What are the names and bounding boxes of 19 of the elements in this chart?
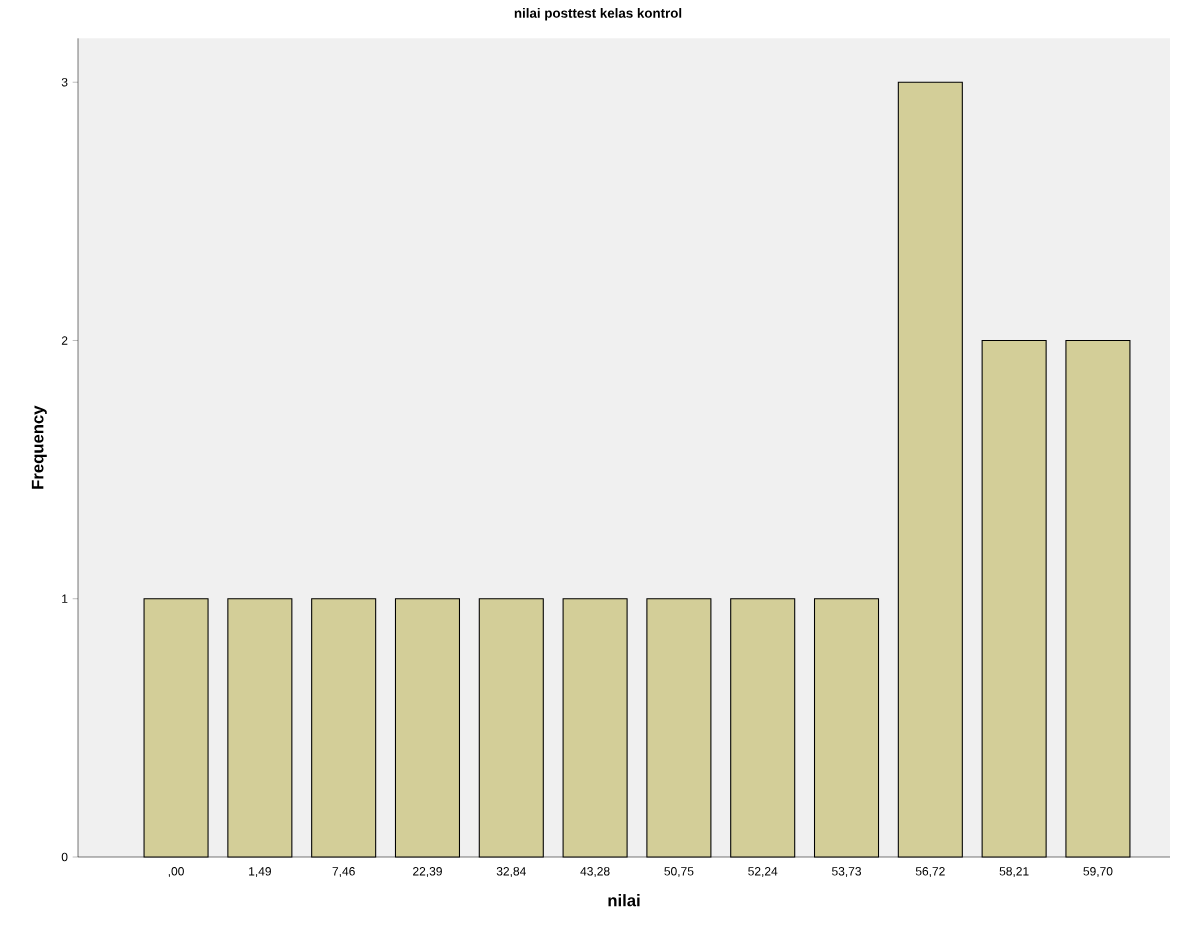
x-tick-label: 53,73 — [831, 867, 861, 877]
y-tick-label: 3 — [61, 77, 68, 87]
x-tick-label: 56,72 — [915, 867, 945, 877]
chart-title: nilai posttest kelas kontrol — [514, 8, 682, 21]
y-tick-label: 2 — [61, 336, 68, 345]
x-tick-label: 22,39 — [413, 867, 442, 877]
x-tick-label: 52,24 — [748, 867, 778, 877]
x-tick-label: 50,75 — [664, 867, 694, 877]
y-tick-label: 0 — [61, 852, 68, 862]
x-tick-label: ,00 — [168, 867, 184, 877]
x-tick-label: 43,28 — [580, 867, 610, 877]
y-axis-title: Frequency — [31, 405, 47, 489]
x-axis-title: nilai — [608, 894, 640, 907]
x-tick-label: 32,84 — [496, 867, 526, 877]
x-tick-label: 1,49 — [249, 867, 271, 877]
x-tick-label: 59,70 — [1083, 867, 1113, 877]
x-tick-label: 7,46 — [332, 867, 355, 877]
y-tick-label: 1 — [62, 594, 68, 603]
x-tick-label: 58,21 — [999, 867, 1029, 877]
